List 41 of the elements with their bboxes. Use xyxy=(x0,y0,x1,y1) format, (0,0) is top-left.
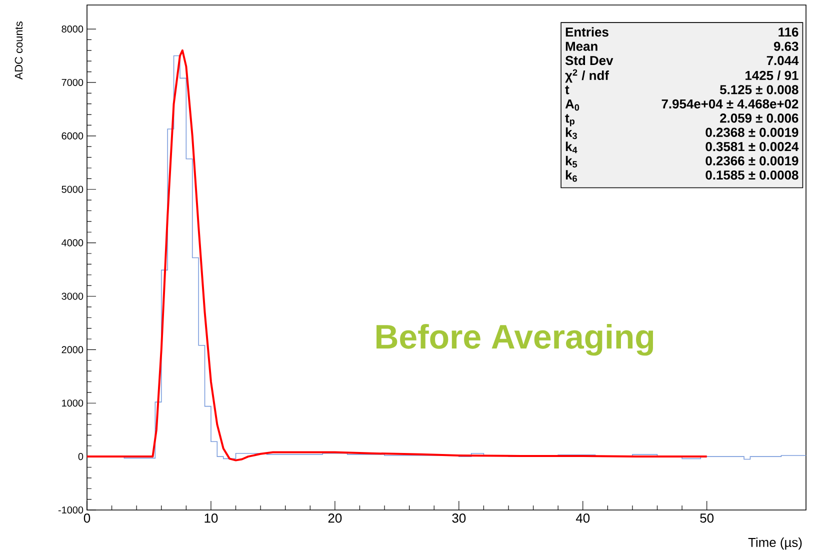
annotation: k$_{3}$ xyxy=(566,127,577,140)
annotation: Before Averaging xyxy=(376,324,654,356)
x-tick-label: 10 xyxy=(204,514,218,523)
x-tick-label: 0 xyxy=(84,514,90,523)
annotation: k$_{6}$ xyxy=(566,170,577,182)
annotation: 116 xyxy=(778,27,798,37)
y-tick-label: 3000 xyxy=(62,292,84,300)
annotation: A$_{0}$ xyxy=(565,99,580,111)
annotation: 9.63 xyxy=(774,42,798,51)
x-axis-title: Time (µs) xyxy=(748,538,802,550)
annotation: 0.1585 ± 0.0008 xyxy=(706,170,798,180)
y-tick-label: -1000 xyxy=(58,506,84,514)
annotation: t$_{p}$ xyxy=(565,114,575,126)
annotation: 0.3581 ± 0.0024 xyxy=(706,142,799,152)
x-tick-label: 40 xyxy=(576,514,590,523)
annotation: χ$^{2}$ / ndf xyxy=(565,69,609,83)
annotation: 7.044 xyxy=(766,56,799,66)
annotation: 2.059 ± 0.006 xyxy=(720,114,798,123)
x-tick-label: 20 xyxy=(328,514,342,523)
annotation: Entries xyxy=(566,27,608,37)
annotation: t xyxy=(565,86,570,94)
y-axis-title: ADC counts xyxy=(14,22,23,80)
x-tick-label: 50 xyxy=(700,514,714,523)
y-tick-label: 2000 xyxy=(62,346,84,354)
y-tick-label: 7000 xyxy=(62,78,84,86)
y-tick-label: 8000 xyxy=(62,26,84,33)
y-tick-label: 4000 xyxy=(62,239,84,246)
annotation: 0.2366 ± 0.0019 xyxy=(706,156,798,166)
annotation: 0.2368 ± 0.0019 xyxy=(706,128,798,137)
y-tick-label: 6000 xyxy=(62,132,84,140)
annotation: k$_{5}$ xyxy=(566,156,578,168)
x-tick-label: 30 xyxy=(452,514,466,523)
y-tick-label: 5000 xyxy=(62,186,84,193)
annotation: 1425 / 91 xyxy=(746,70,798,80)
y-tick-label: 1000 xyxy=(62,400,84,407)
annotation: k$_{4}$ xyxy=(566,142,578,154)
annotation: Std Dev xyxy=(565,56,614,66)
annotation: 7.954e+04 ± 4.468e+02 xyxy=(662,99,798,108)
annotation: Mean xyxy=(566,42,598,51)
y-tick-label: 0 xyxy=(78,453,84,460)
annotation: 5.125 ± 0.008 xyxy=(720,85,798,94)
